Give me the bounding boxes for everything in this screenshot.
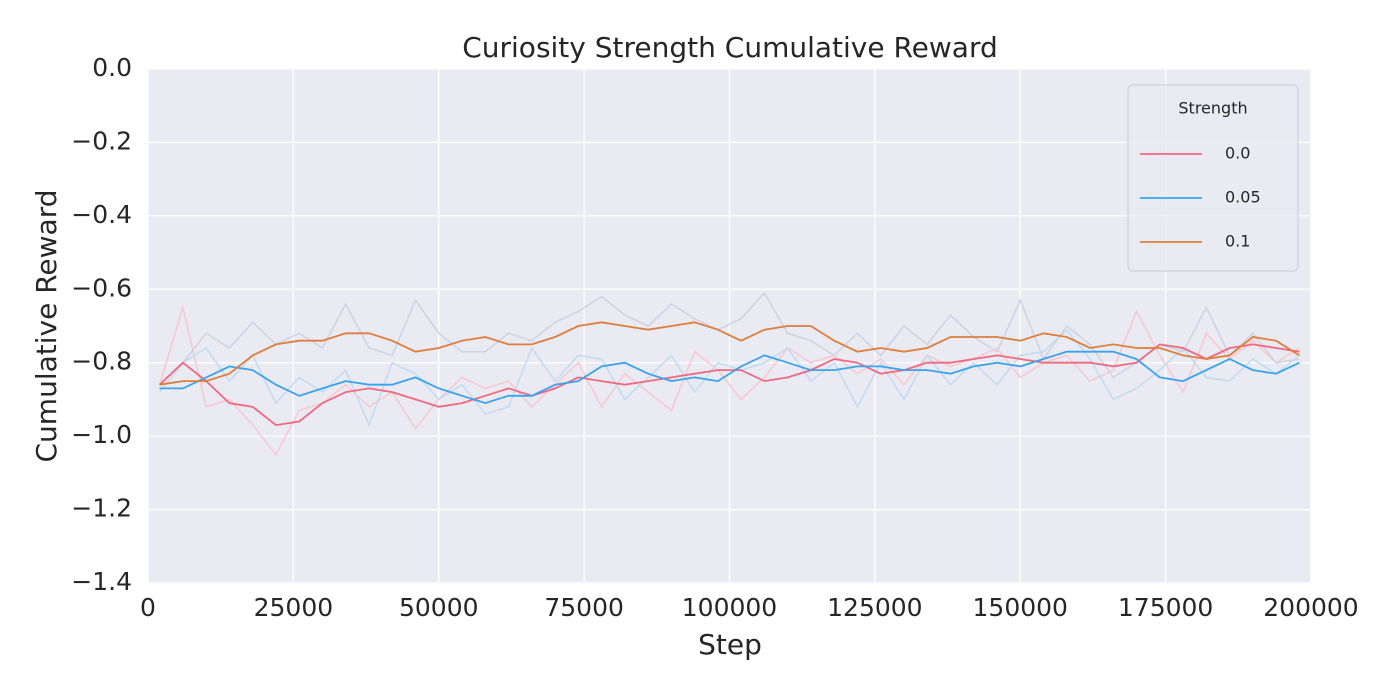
- chart-title: Curiosity Strength Cumulative Reward: [462, 31, 998, 64]
- x-tick-label: 0: [140, 593, 156, 622]
- y-tick-label: −0.8: [71, 347, 132, 376]
- x-axis-label: Step: [698, 628, 762, 661]
- legend-title: Strength: [1178, 99, 1247, 118]
- x-tick-label: 200000: [1263, 593, 1358, 622]
- y-tick-label: −1.4: [71, 567, 132, 596]
- series-line: [158, 343, 1300, 427]
- y-tick-label: −0.4: [71, 200, 132, 229]
- y-tick-label: −1.2: [71, 494, 132, 523]
- y-tick-label: 0.0: [92, 53, 132, 82]
- x-tick-label: 50000: [399, 593, 479, 622]
- y-tick-label: −1.0: [71, 420, 132, 449]
- raw-line: [158, 328, 1300, 428]
- y-tick-label: −0.2: [71, 126, 132, 155]
- x-tick-label: 25000: [254, 593, 334, 622]
- y-tick-label: −0.6: [71, 273, 132, 302]
- raw-line: [159, 291, 1300, 386]
- series-line: [159, 350, 1300, 405]
- x-tick-label: 150000: [973, 593, 1068, 622]
- legend-label: 0.05: [1225, 188, 1261, 207]
- legend-label: 0.1: [1225, 232, 1250, 251]
- legend-box: [1127, 84, 1299, 272]
- x-tick-label: 175000: [1118, 593, 1213, 622]
- legend-label: 0.0: [1225, 144, 1250, 163]
- x-tick-label: 100000: [682, 593, 777, 622]
- series-line: [159, 321, 1300, 386]
- x-tick-label: 125000: [827, 593, 922, 622]
- x-tick-label: 75000: [544, 593, 624, 622]
- y-axis-label: Cumulative Reward: [30, 190, 63, 463]
